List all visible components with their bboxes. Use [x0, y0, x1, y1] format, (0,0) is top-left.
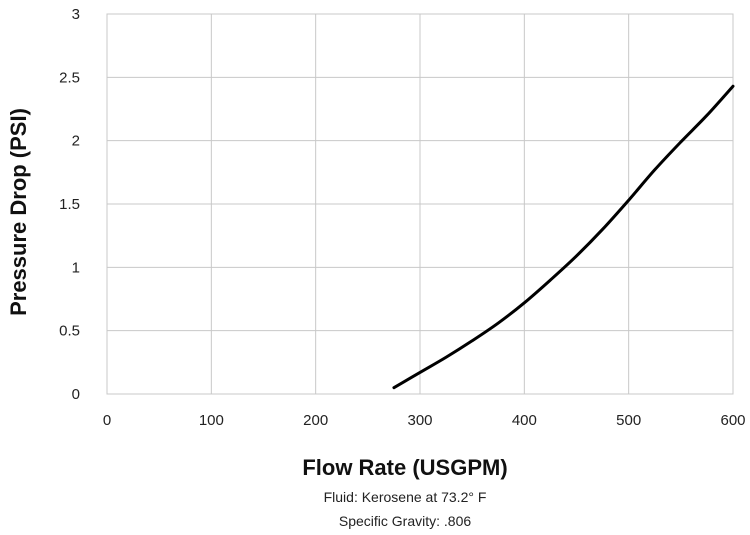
x-tick-label: 300 [407, 412, 432, 429]
x-tick-label: 400 [512, 412, 537, 429]
y-tick-label: 0 [72, 386, 80, 403]
x-axis-title: Flow Rate (USGPM) [302, 455, 507, 480]
y-tick-label: 1.5 [59, 196, 80, 213]
x-tick-labels: 0 100 200 300 400 500 600 [103, 412, 746, 429]
y-tick-labels: 0 0.5 1 1.5 2 2.5 3 [59, 6, 80, 403]
y-tick-label: 2 [72, 133, 80, 150]
fluid-note: Fluid: Kerosene at 73.2° F [324, 489, 487, 505]
x-tick-label: 200 [303, 412, 328, 429]
grid [106, 13, 734, 395]
plot-area-frame [106, 13, 734, 395]
series-layer [392, 84, 735, 390]
x-tick-label: 500 [616, 412, 641, 429]
y-tick-label: 2.5 [59, 69, 80, 86]
specific-gravity-note: Specific Gravity: .806 [339, 513, 471, 529]
x-tick-label: 0 [103, 412, 111, 429]
y-tick-label: 1 [72, 259, 80, 276]
y-axis-title: Pressure Drop (PSI) [6, 108, 31, 316]
y-tick-label: 0.5 [59, 323, 80, 340]
pressure-drop-curve [392, 84, 735, 390]
y-tick-label: 3 [72, 6, 80, 23]
x-tick-label: 600 [720, 412, 745, 429]
x-tick-label: 100 [199, 412, 224, 429]
